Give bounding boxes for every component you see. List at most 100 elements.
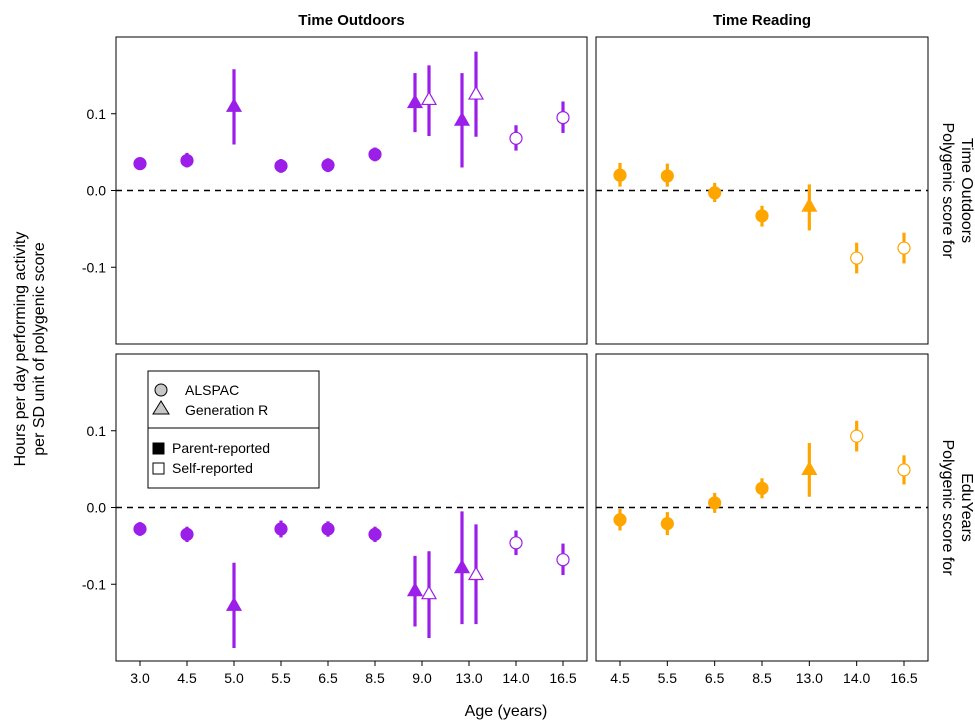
point-circle (368, 147, 382, 162)
y-axis-title: Hours per day performing activity per SD… (12, 232, 48, 467)
point-circle (180, 153, 194, 168)
data-point (556, 101, 570, 133)
data-point (897, 455, 911, 485)
x-tick-label: 8.5 (365, 670, 385, 686)
point-circle (850, 251, 864, 265)
point-circle (660, 169, 674, 183)
point-triangle (225, 97, 243, 112)
y-tick-label: 0.0 (87, 183, 107, 199)
point-circle (274, 522, 288, 536)
point-circle (321, 158, 335, 172)
data-point (274, 520, 288, 538)
point-triangle (225, 596, 243, 611)
x-tick-label: 3.0 (130, 670, 150, 686)
y-tick-label: 0.1 (87, 423, 107, 439)
point-circle (897, 463, 911, 477)
data-point (801, 443, 818, 497)
data-point (801, 184, 818, 231)
legend-circle-icon-shape (154, 383, 168, 397)
data-point (850, 420, 864, 452)
point-circle (556, 110, 570, 125)
row-strip-labels: Polygenic score for Time Outdoors Polyge… (939, 122, 975, 576)
data-point (133, 522, 147, 536)
x-tick-label: 8.5 (752, 670, 772, 686)
point-circle (368, 527, 382, 541)
point-triangle (420, 585, 438, 600)
legend-filled-square-icon (152, 442, 165, 455)
point-triangle (801, 197, 818, 212)
point-circle (133, 157, 147, 171)
legend-hollow-square-icon (152, 462, 165, 475)
x-tick-label: 14.0 (502, 670, 529, 686)
data-point (368, 147, 382, 162)
point-circle (133, 522, 147, 536)
legend-triangle-icon (152, 400, 170, 415)
y-axis-title-line: per SD unit of polygenic score (31, 242, 48, 456)
point-circle (755, 209, 769, 223)
data-point (274, 159, 288, 173)
x-axis-title: Age (years) (465, 703, 548, 720)
data-point (850, 242, 864, 274)
row-strip-line: Polygenic score for (939, 439, 956, 576)
data-point (660, 163, 674, 187)
row-strip-line: Polygenic score for (939, 122, 956, 259)
point-circle (509, 536, 523, 550)
legend-triangle-icon-shape (152, 400, 170, 415)
data-point (509, 530, 523, 556)
data-point (406, 555, 424, 627)
x-tick-label: 9.0 (412, 670, 432, 686)
y-tick-label: 0.0 (87, 500, 107, 516)
point-circle (755, 481, 769, 495)
y-tick-label: -0.1 (82, 576, 106, 592)
data-point (467, 51, 485, 137)
legend-label-parent-reported: Parent-reported (172, 440, 270, 456)
panel-r1-c1: 4.5 5.5 6.5 8.5 13.0 14.0 16.5 (595, 353, 929, 686)
x-tick-label: 14.0 (843, 670, 870, 686)
point-circle (556, 553, 570, 567)
data-point (225, 69, 243, 145)
row-strip-line: EduYears (958, 473, 975, 542)
x-tick-label: 4.5 (177, 670, 197, 686)
data-point (453, 511, 471, 625)
data-point (708, 492, 722, 513)
point-circle (897, 241, 911, 255)
x-tick-label: 16.5 (549, 670, 576, 686)
data-point (180, 526, 194, 543)
legend-box (147, 370, 320, 489)
x-tick-label: 5.0 (224, 670, 244, 686)
point-triangle (801, 460, 818, 475)
data-point (406, 73, 424, 133)
x-tick-label: 6.5 (318, 670, 338, 686)
point-triangle (467, 85, 485, 100)
point-triangle (467, 566, 485, 581)
data-point (897, 232, 911, 264)
y-tick-label: 0.1 (87, 106, 107, 122)
point-circle (660, 517, 674, 531)
point-circle (180, 527, 194, 541)
data-point (660, 512, 674, 536)
y-tick-label: -0.1 (82, 259, 106, 275)
x-tick-label: 5.5 (658, 670, 678, 686)
data-point (368, 526, 382, 543)
panel-r0-c0: -0.1 0.0 0.1 (82, 36, 588, 345)
point-triangle (420, 90, 438, 106)
data-point (420, 551, 438, 638)
legend-label-alspac: ALSPAC (185, 382, 239, 398)
data-point (755, 478, 769, 499)
x-tick-label: 13.0 (455, 670, 482, 686)
point-circle (708, 186, 722, 200)
legend-circle-icon (154, 383, 168, 397)
point-circle (274, 159, 288, 173)
y-axis-title-line: Hours per day performing activity (12, 232, 29, 467)
data-point (133, 157, 147, 171)
panel-r0-c1 (595, 36, 929, 345)
data-point (420, 65, 438, 137)
point-circle (613, 168, 627, 182)
data-point (556, 543, 570, 576)
column-title-time-outdoors: Time Outdoors (298, 12, 404, 29)
data-point (708, 182, 722, 203)
point-triangle (406, 582, 424, 597)
x-tick-label: 5.5 (271, 670, 291, 686)
legend-label-self-reported: Self-reported (172, 460, 253, 476)
